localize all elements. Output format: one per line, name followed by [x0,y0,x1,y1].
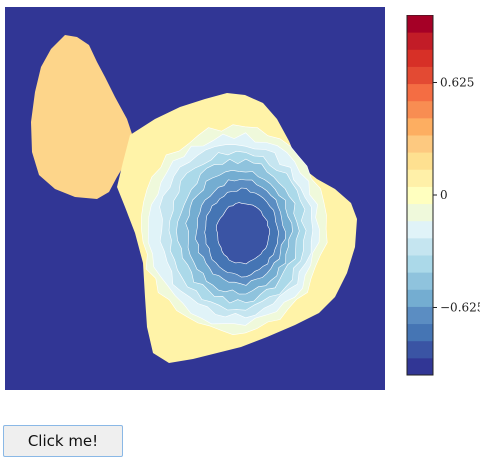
contour-level-9 [215,202,270,265]
contour-plot [5,7,385,390]
colorbar-cell [407,272,433,290]
colorbar-cell [407,186,433,205]
colorbar-cell [407,289,433,307]
colorbar-cell [407,15,433,33]
colorbar-cell [407,117,433,136]
colorbar-tick-label: −0.625 [440,301,480,315]
colorbar-cell [407,135,433,153]
colorbar-tick-label: 0.625 [440,76,474,90]
colorbar-cell [407,152,433,170]
colorbar-cell [407,340,433,359]
colorbar-cell [407,169,433,187]
colorbar-tick-label: 0 [440,188,448,202]
colorbar-cells [407,15,433,376]
contour-fill-layers [31,35,357,363]
colorbar-cell [407,323,433,342]
colorbar-cell [407,100,433,119]
colorbar-cell [407,220,433,239]
colorbar-cell [407,255,433,273]
colorbar-cell [407,83,433,102]
colorbar-cell [407,237,433,256]
colorbar-cell [407,32,433,50]
click-me-button[interactable]: Click me! [3,425,123,457]
colorbar-cell [407,306,433,325]
colorbar-cell [407,203,433,222]
contour-left-lobe [31,35,133,199]
colorbar-cell [407,66,433,85]
colorbar-cell [407,357,433,376]
colorbar: 0.625 0 −0.625 [406,15,480,376]
colorbar-cell [407,49,433,67]
colorbar-ticks: 0.625 0 −0.625 [433,76,480,315]
